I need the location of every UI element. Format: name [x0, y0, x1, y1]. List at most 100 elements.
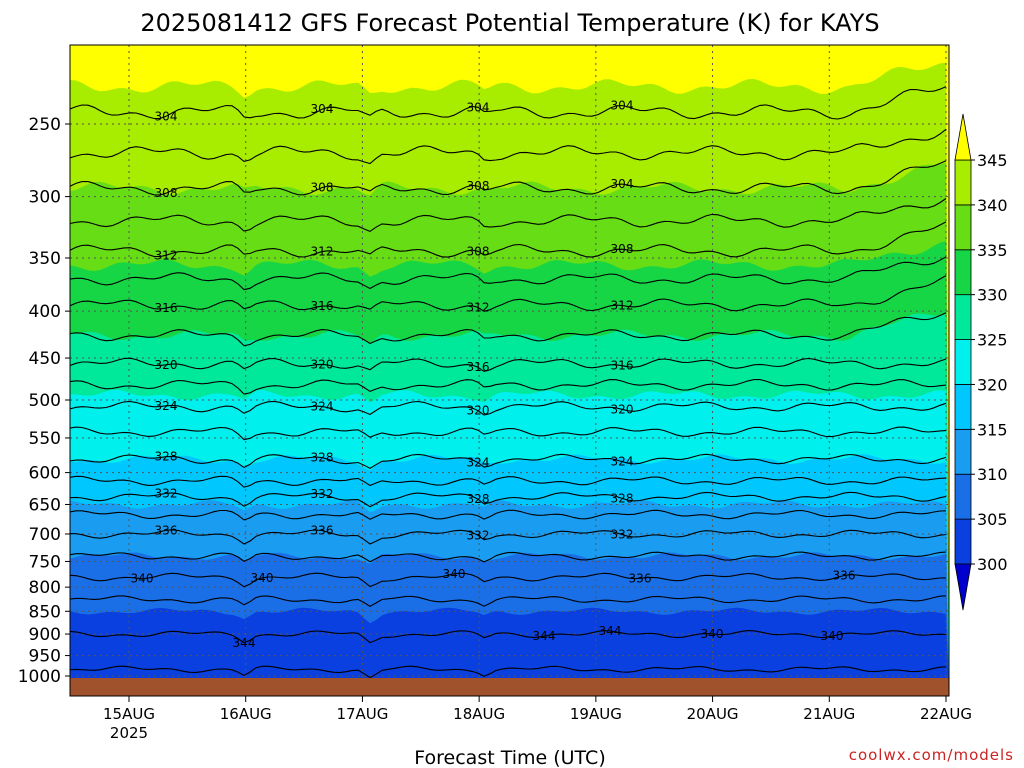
contour-label: 336	[155, 523, 178, 537]
y-tick-label: 400	[29, 302, 61, 322]
y-tick-label: 750	[29, 552, 61, 572]
colorbar-segment	[954, 204, 972, 251]
colorbar: 300 305 310 315 320 325 330 335 340 345	[954, 113, 1008, 611]
contour-label: 324	[155, 399, 178, 413]
contour-label: 340	[131, 572, 154, 586]
contour-label: 316	[467, 360, 490, 374]
colorbar-max-arrow	[954, 113, 972, 161]
contour-324	[70, 400, 947, 416]
contour-label: 332	[467, 528, 490, 542]
x-tick-label: 20AUG	[687, 705, 739, 723]
contour-318	[70, 475, 947, 488]
contour-label: 312	[467, 300, 490, 314]
band-305	[70, 607, 949, 696]
y-tick-label: 500	[29, 391, 61, 411]
contour-label: 304	[611, 98, 634, 112]
contour-label: 320	[467, 404, 490, 418]
contour-label: 304	[311, 102, 334, 116]
x-axis-label: Forecast Time (UTC)	[414, 747, 605, 768]
colorbar-label: 300	[977, 555, 1008, 574]
x-tick-label: 22AUG	[920, 705, 972, 723]
contour-342	[70, 128, 947, 165]
colorbar-label: 345	[977, 151, 1008, 170]
colorbar-segment	[954, 159, 972, 206]
colorbar-label: 320	[977, 375, 1008, 394]
contour-label: 308	[311, 181, 334, 195]
contour-label: 344	[533, 629, 556, 643]
contour-label: 336	[311, 524, 334, 538]
contour-label: 328	[467, 492, 490, 506]
contour-label: 308	[467, 244, 490, 258]
x-tick-label: 21AUG	[803, 705, 855, 723]
contour-label: 312	[311, 245, 334, 259]
contour-label: 332	[311, 487, 334, 501]
colorbar-segment	[954, 249, 972, 296]
contour-302	[70, 665, 947, 679]
contour-340	[70, 160, 947, 196]
x-tick-label: 16AUG	[220, 705, 272, 723]
contour-label: 316	[311, 299, 334, 313]
contour-label: 308	[611, 242, 634, 256]
contour-308	[70, 572, 947, 588]
chart-title: 2025081412 GFS Forecast Potential Temper…	[140, 9, 879, 37]
contour-314	[70, 509, 947, 521]
credit-link[interactable]: coolwx.com/models	[849, 746, 1014, 764]
x-tick-label: 19AUG	[570, 705, 622, 723]
contour-label: 332	[611, 528, 634, 542]
y-tick-label: 1000	[18, 667, 61, 687]
x-tick-label: 17AUG	[336, 705, 388, 723]
contour-label: 312	[611, 298, 634, 312]
colorbar-label: 310	[977, 465, 1008, 484]
contour-336	[70, 221, 947, 258]
y-tick-label: 850	[29, 602, 61, 622]
contour-lines	[70, 0, 947, 679]
contour-label: 324	[467, 456, 490, 470]
colorbar-label: 325	[977, 331, 1008, 350]
colorbar-label: 340	[977, 196, 1008, 215]
contour-label: 312	[155, 248, 178, 262]
contour-labels: 344 344 344 340 340 340 340 340 336 336 336 336 332 3…	[131, 98, 856, 649]
contour-label: 320	[311, 357, 334, 371]
contour-label: 340	[701, 627, 724, 641]
contour-label: 316	[155, 301, 178, 315]
contour-label: 316	[611, 359, 634, 373]
contour-label: 332	[155, 486, 178, 500]
y-tick-label: 700	[29, 525, 61, 545]
x-tick-label: 18AUG	[453, 705, 505, 723]
y-tick-label: 600	[29, 464, 61, 484]
contour-346	[70, 0, 946, 3]
contour-304	[70, 630, 947, 644]
contour-label: 344	[233, 636, 256, 650]
y-tick-label: 800	[29, 578, 61, 598]
x-tick-sublabel: 2025	[110, 724, 148, 742]
contour-334	[70, 256, 947, 291]
contour-label: 340	[251, 571, 274, 585]
contour-label: 324	[311, 399, 334, 413]
contour-344	[70, 86, 947, 120]
contour-310	[70, 551, 947, 563]
contour-322	[70, 426, 947, 441]
plot-area	[70, 0, 949, 696]
contour-label: 304	[611, 177, 634, 191]
colorbar-label: 305	[977, 510, 1008, 529]
y-tick-label: 450	[29, 349, 61, 369]
x-tick-label: 15AUG	[103, 705, 155, 723]
colorbar-label: 335	[977, 241, 1008, 260]
colorbar-segment	[954, 473, 972, 520]
plot-frame	[69, 44, 950, 697]
ground-surface	[70, 678, 949, 696]
contour-label: 336	[833, 568, 856, 582]
contour-306	[70, 595, 947, 607]
y-tick-label: 650	[29, 495, 61, 515]
contour-label: 328	[155, 450, 178, 464]
y-tick-label: 950	[29, 647, 61, 667]
contour-label: 328	[611, 491, 634, 505]
contour-label: 320	[611, 402, 634, 416]
contour-label: 328	[311, 451, 334, 465]
y-tick-label: 350	[29, 249, 61, 269]
contour-320	[70, 453, 947, 470]
contour-label: 304	[155, 109, 178, 123]
colorbar-min-arrow	[954, 563, 972, 611]
